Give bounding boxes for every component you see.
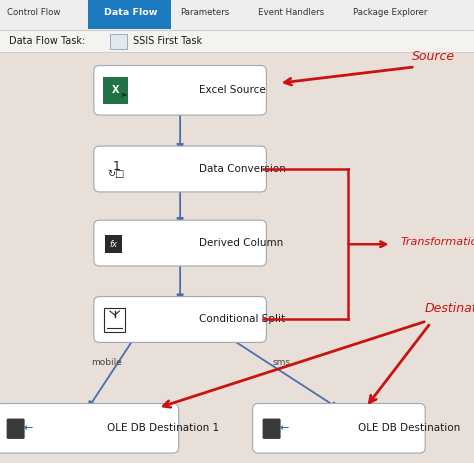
- Text: Event Handlers: Event Handlers: [258, 8, 325, 17]
- Text: ←: ←: [280, 423, 289, 433]
- Text: sms: sms: [273, 357, 291, 367]
- FancyBboxPatch shape: [94, 65, 266, 115]
- FancyBboxPatch shape: [0, 403, 179, 453]
- Text: OLE DB Destination: OLE DB Destination: [358, 423, 460, 433]
- FancyBboxPatch shape: [253, 403, 425, 453]
- Text: Data Flow Task:: Data Flow Task:: [9, 36, 86, 46]
- Text: Excel Source: Excel Source: [199, 85, 266, 95]
- FancyBboxPatch shape: [105, 235, 122, 253]
- FancyBboxPatch shape: [7, 419, 25, 439]
- Text: fx: fx: [110, 239, 118, 249]
- Text: Parameters: Parameters: [180, 8, 229, 17]
- Text: ↻□: ↻□: [108, 169, 125, 179]
- Text: Destination: Destination: [424, 302, 474, 315]
- FancyBboxPatch shape: [0, 0, 474, 30]
- Text: X: X: [112, 85, 119, 95]
- Text: Source: Source: [412, 50, 456, 63]
- FancyBboxPatch shape: [110, 34, 127, 49]
- Text: Derived Column: Derived Column: [199, 238, 283, 248]
- FancyBboxPatch shape: [263, 419, 281, 439]
- Text: Conditional Split: Conditional Split: [199, 314, 285, 325]
- Text: OLE DB Destination 1: OLE DB Destination 1: [107, 423, 219, 433]
- Text: 1: 1: [112, 160, 120, 173]
- Text: Data Flow: Data Flow: [104, 8, 157, 17]
- Text: Transformations: Transformations: [401, 237, 474, 247]
- FancyBboxPatch shape: [94, 220, 266, 266]
- FancyBboxPatch shape: [94, 146, 266, 192]
- Text: Package Explorer: Package Explorer: [353, 8, 428, 17]
- Text: mobile: mobile: [91, 357, 122, 367]
- Text: ←: ←: [24, 423, 33, 433]
- FancyBboxPatch shape: [94, 296, 266, 343]
- Text: Data Conversion: Data Conversion: [199, 164, 286, 174]
- FancyBboxPatch shape: [0, 30, 474, 52]
- FancyBboxPatch shape: [104, 308, 125, 332]
- Text: Control Flow: Control Flow: [7, 8, 61, 17]
- FancyBboxPatch shape: [103, 77, 128, 104]
- FancyBboxPatch shape: [88, 0, 171, 29]
- Text: SSIS First Task: SSIS First Task: [133, 36, 202, 46]
